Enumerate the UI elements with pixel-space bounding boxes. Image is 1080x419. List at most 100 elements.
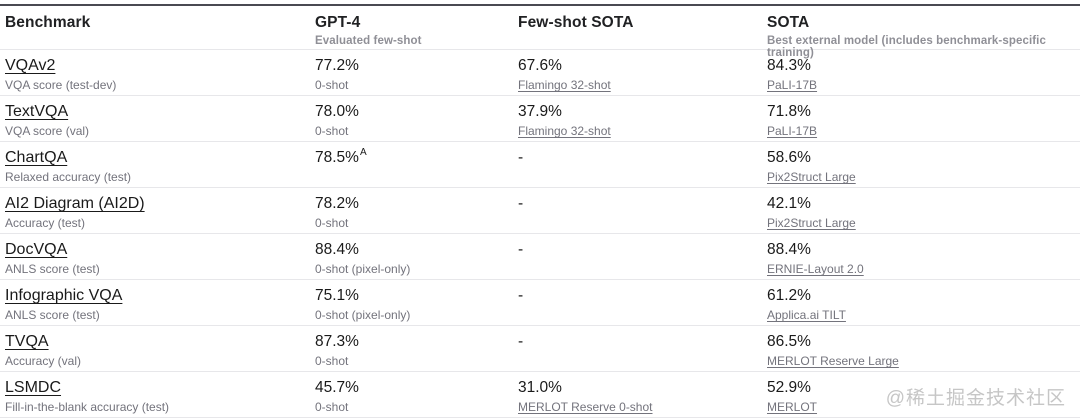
- gpt4-cell: 45.7% 0-shot: [315, 379, 518, 417]
- gpt4-note: 0-shot (pixel-only): [315, 262, 411, 276]
- table-row: ChartQA Relaxed accuracy (test) 78.5%A -…: [0, 142, 1080, 188]
- column-header-fewshot-sota: Few-shot SOTA: [518, 14, 767, 59]
- column-header-benchmark-label: Benchmark: [5, 14, 91, 31]
- sota-cell: 52.9% MERLOT: [767, 379, 1080, 417]
- benchmark-cell: AI2 Diagram (AI2D) Accuracy (test): [5, 195, 315, 233]
- table-row: AI2 Diagram (AI2D) Accuracy (test) 78.2%…: [0, 188, 1080, 234]
- gpt4-cell: 87.3% 0-shot: [315, 333, 518, 371]
- sota-cell: 86.5% MERLOT Reserve Large: [767, 333, 1080, 371]
- sota-model-link[interactable]: Pix2Struct Large: [767, 216, 856, 230]
- fewshot-sota-cell: -: [518, 333, 767, 371]
- benchmark-metric: Relaxed accuracy (test): [5, 170, 132, 184]
- gpt4-note: 0-shot (pixel-only): [315, 308, 411, 322]
- sota-model-link[interactable]: Applica.ai TILT: [767, 308, 846, 322]
- gpt4-cell: 88.4% 0-shot (pixel-only): [315, 241, 518, 279]
- fewshot-sota-value: 37.9%: [518, 103, 562, 120]
- column-header-sota-sublabel: Best external model (includes benchmark-…: [767, 35, 1046, 59]
- benchmark-metric: ANLS score (test): [5, 308, 100, 322]
- benchmark-metric: Accuracy (val): [5, 354, 82, 368]
- table-row: VQAv2 VQA score (test-dev) 77.2% 0-shot …: [0, 50, 1080, 96]
- benchmark-metric: ANLS score (test): [5, 262, 100, 276]
- fewshot-sota-model-link[interactable]: MERLOT Reserve 0-shot: [518, 400, 653, 414]
- benchmark-link[interactable]: DocVQA: [5, 241, 68, 258]
- table-row: Infographic VQA ANLS score (test) 75.1% …: [0, 280, 1080, 326]
- gpt4-value: 78.5%A: [315, 146, 367, 166]
- sota-model-link[interactable]: PaLI-17B: [767, 124, 818, 138]
- gpt4-value: 45.7%: [315, 379, 359, 396]
- benchmark-link[interactable]: Infographic VQA: [5, 287, 123, 304]
- fewshot-sota-value: -: [518, 287, 524, 304]
- table-row: LSMDC Fill-in-the-blank accuracy (test) …: [0, 372, 1080, 418]
- sota-value: 84.3%: [767, 57, 811, 74]
- fewshot-sota-cell: 37.9% Flamingo 32-shot: [518, 103, 767, 141]
- benchmark-link[interactable]: ChartQA: [5, 149, 68, 166]
- fewshot-sota-value: -: [518, 149, 524, 166]
- fewshot-sota-cell: -: [518, 195, 767, 233]
- benchmark-cell: DocVQA ANLS score (test): [5, 241, 315, 279]
- sota-cell: 71.8% PaLI-17B: [767, 103, 1080, 141]
- gpt4-note: 0-shot: [315, 78, 349, 92]
- watermark: @稀土掘金技术社区: [885, 388, 1066, 409]
- gpt4-value: 78.0%: [315, 103, 359, 120]
- sota-model-link[interactable]: MERLOT Reserve Large: [767, 354, 899, 368]
- gpt4-cell: 77.2% 0-shot: [315, 57, 518, 95]
- fewshot-sota-model-link[interactable]: Flamingo 32-shot: [518, 78, 611, 92]
- benchmark-link[interactable]: TextVQA: [5, 103, 69, 120]
- sota-cell: 61.2% Applica.ai TILT: [767, 287, 1080, 325]
- benchmark-link[interactable]: LSMDC: [5, 379, 62, 396]
- table-row: TVQA Accuracy (val) 87.3% 0-shot - 86.5%…: [0, 326, 1080, 372]
- sota-value: 88.4%: [767, 241, 811, 258]
- benchmark-cell: TextVQA VQA score (val): [5, 103, 315, 141]
- sota-value: 58.6%: [767, 149, 811, 166]
- table-row: DocVQA ANLS score (test) 88.4% 0-shot (p…: [0, 234, 1080, 280]
- benchmark-link[interactable]: VQAv2: [5, 57, 56, 74]
- benchmark-table: Benchmark GPT-4 Evaluated few-shot Few-s…: [0, 4, 1080, 418]
- column-header-fewshot-sota-label: Few-shot SOTA: [518, 14, 634, 31]
- column-header-sota-label: SOTA: [767, 14, 810, 31]
- gpt4-note: 0-shot: [315, 400, 349, 414]
- table-body: VQAv2 VQA score (test-dev) 77.2% 0-shot …: [0, 50, 1080, 418]
- gpt4-cell: 75.1% 0-shot (pixel-only): [315, 287, 518, 325]
- sota-value: 61.2%: [767, 287, 811, 304]
- sota-value: 86.5%: [767, 333, 811, 350]
- footnote-marker: A: [359, 146, 367, 158]
- fewshot-sota-cell: -: [518, 149, 767, 187]
- benchmark-cell: TVQA Accuracy (val): [5, 333, 315, 371]
- column-header-gpt4-sublabel: Evaluated few-shot: [315, 35, 422, 47]
- sota-model-link[interactable]: ERNIE-Layout 2.0: [767, 262, 864, 276]
- benchmark-cell: LSMDC Fill-in-the-blank accuracy (test): [5, 379, 315, 417]
- benchmark-cell: ChartQA Relaxed accuracy (test): [5, 149, 315, 187]
- benchmark-cell: VQAv2 VQA score (test-dev): [5, 57, 315, 95]
- column-header-sota: SOTA Best external model (includes bench…: [767, 14, 1080, 59]
- sota-value: 71.8%: [767, 103, 811, 120]
- benchmark-metric: Fill-in-the-blank accuracy (test): [5, 400, 170, 414]
- sota-value: 52.9%: [767, 379, 811, 396]
- benchmark-link[interactable]: AI2 Diagram (AI2D): [5, 195, 145, 212]
- benchmark-metric: Accuracy (test): [5, 216, 86, 230]
- gpt4-cell: 78.2% 0-shot: [315, 195, 518, 233]
- sota-value: 42.1%: [767, 195, 811, 212]
- benchmark-link[interactable]: TVQA: [5, 333, 49, 350]
- benchmark-metric: VQA score (test-dev): [5, 78, 117, 92]
- fewshot-sota-cell: -: [518, 287, 767, 325]
- gpt4-value: 75.1%: [315, 287, 359, 304]
- column-header-gpt4: GPT-4 Evaluated few-shot: [315, 14, 518, 59]
- sota-cell: 58.6% Pix2Struct Large: [767, 149, 1080, 187]
- gpt4-value: 87.3%: [315, 333, 359, 350]
- sota-cell: 88.4% ERNIE-Layout 2.0: [767, 241, 1080, 279]
- gpt4-cell: 78.0% 0-shot: [315, 103, 518, 141]
- fewshot-sota-value: -: [518, 333, 524, 350]
- fewshot-sota-cell: 67.6% Flamingo 32-shot: [518, 57, 767, 95]
- sota-model-link[interactable]: PaLI-17B: [767, 78, 818, 92]
- column-header-benchmark: Benchmark: [5, 14, 315, 59]
- gpt4-note: 0-shot: [315, 124, 349, 138]
- benchmark-metric: VQA score (val): [5, 124, 90, 138]
- fewshot-sota-model-link[interactable]: Flamingo 32-shot: [518, 124, 611, 138]
- sota-model-link[interactable]: Pix2Struct Large: [767, 170, 856, 184]
- gpt4-note: 0-shot: [315, 354, 349, 368]
- fewshot-sota-value: -: [518, 195, 524, 212]
- fewshot-sota-cell: 31.0% MERLOT Reserve 0-shot: [518, 379, 767, 417]
- sota-model-link[interactable]: MERLOT: [767, 400, 818, 414]
- fewshot-sota-value: 31.0%: [518, 379, 562, 396]
- column-header-gpt4-label: GPT-4: [315, 14, 361, 31]
